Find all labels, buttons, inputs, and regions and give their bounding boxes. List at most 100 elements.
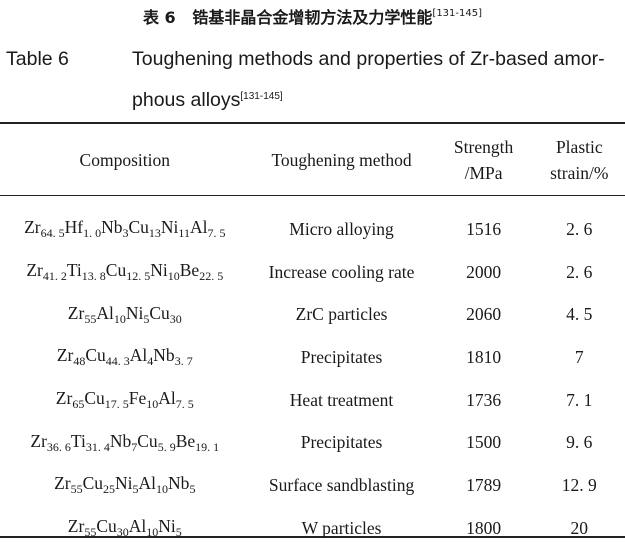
cell-composition: Zr55Cu25Ni5Al10Nb5	[0, 464, 250, 507]
element-symbol: Cu	[85, 345, 106, 366]
element-fraction: 30	[169, 311, 182, 326]
element-symbol: Zr	[26, 260, 43, 281]
element-fraction: 11	[178, 226, 190, 241]
caption-title-en-line1: Toughening methods and properties of Zr-…	[132, 48, 605, 70]
element-fraction: 44. 3	[105, 354, 130, 369]
element-fraction: 13. 8	[81, 269, 106, 284]
cell-method: Increase cooling rate	[268, 261, 415, 282]
element-symbol: Al	[158, 388, 176, 409]
cell-composition: Zr48Cu44. 3Al4Nb3. 7	[0, 336, 250, 379]
header-strain-line1: Plastic	[555, 137, 603, 157]
element-symbol: Hf	[64, 217, 84, 238]
table-row: Zr41. 2Ti13. 8Cu12. 5Ni10Be22. 5 Increase…	[0, 251, 625, 294]
table-row: Zr36. 6Ti31. 4Nb7Cu5. 9Be19. 1 Precipitat…	[0, 421, 625, 464]
cell-composition: Zr36. 6Ti31. 4Nb7Cu5. 9Be19. 1	[0, 421, 250, 464]
element-fraction: 5	[189, 482, 196, 497]
element-fraction: 3. 7	[174, 354, 193, 369]
header-method: Toughening method	[271, 150, 412, 170]
element-symbol: Zr	[54, 473, 71, 494]
element-symbol: Nb	[109, 430, 132, 451]
element-symbol: Zr	[55, 388, 73, 409]
cell-strength: 1500	[466, 432, 502, 453]
element-symbol: Ti	[66, 260, 82, 281]
cell-composition: Zr64. 5Hf1. 0Nb3Cu13Ni11Al7. 5	[0, 208, 250, 251]
element-fraction: 5. 9	[157, 439, 176, 454]
cell-composition: Zr65Cu17. 5Fe10Al7. 5	[0, 379, 250, 422]
element-symbol: Cu	[137, 430, 158, 451]
cell-strain: 7. 1	[566, 389, 593, 410]
cell-strain: 4. 5	[566, 304, 593, 325]
element-symbol: Zr	[30, 430, 47, 451]
cell-method: Precipitates	[300, 346, 383, 367]
element-fraction: 4	[147, 354, 154, 369]
element-symbol: Zr	[56, 345, 74, 366]
cell-strain: 12. 9	[561, 474, 597, 495]
cell-strength: 2000	[466, 261, 502, 282]
table-row: Zr55Cu25Ni5Al10Nb5 Surface sandblasting 17…	[0, 464, 625, 507]
cell-method: ZrC particles	[295, 304, 388, 325]
properties-table: Composition Toughening method Strength/M…	[0, 124, 625, 550]
element-fraction: 10	[113, 311, 126, 326]
cell-composition: Zr41. 2Ti13. 8Cu12. 5Ni10Be22. 5	[0, 251, 250, 294]
table-caption-chinese: 表 6 锆基非晶合金增韧方法及力学性能[131-145]	[0, 4, 625, 28]
caption-ref-en: [131-145]	[240, 91, 283, 102]
element-fraction: 7. 5	[175, 397, 194, 412]
top-rule	[0, 122, 625, 124]
element-fraction: 36. 6	[46, 439, 71, 454]
caption-label-en: Table 6	[6, 48, 69, 70]
cell-strength: 1810	[466, 346, 502, 367]
element-fraction: 64. 5	[40, 226, 65, 241]
element-symbol: Ni	[158, 516, 176, 537]
cell-strain: 7	[574, 346, 584, 367]
element-symbol: Al	[96, 302, 114, 323]
cell-method: Precipitates	[300, 432, 383, 453]
cell-strength: 1516	[466, 218, 502, 239]
header-row: Composition Toughening method Strength/M…	[0, 124, 625, 196]
cell-method: W particles	[301, 517, 382, 538]
element-fraction: 7. 5	[207, 226, 226, 241]
element-symbol: Cu	[149, 302, 170, 323]
cell-strength: 1736	[466, 389, 502, 410]
cell-strain: 2. 6	[566, 218, 593, 239]
element-symbol: Nb	[168, 473, 190, 494]
element-fraction: 5	[143, 311, 150, 326]
cell-strength: 1800	[466, 517, 502, 538]
element-symbol: Al	[189, 217, 208, 238]
element-symbol: Be	[179, 260, 200, 281]
table-row: Zr65Cu17. 5Fe10Al7. 5 Heat treatment 1736 7…	[0, 379, 625, 422]
element-fraction: 7	[131, 439, 138, 454]
element-symbol: Ni	[115, 473, 133, 494]
element-fraction: 31. 4	[85, 439, 110, 454]
element-symbol: Ni	[150, 260, 168, 281]
element-fraction: 3	[122, 226, 129, 241]
cell-composition: Zr55Al10Ni5Cu30	[0, 293, 250, 336]
element-symbol: Cu	[84, 388, 105, 409]
cell-strength: 2060	[466, 304, 502, 325]
element-fraction: 48	[73, 354, 86, 369]
cell-strain: 9. 6	[566, 432, 593, 453]
element-fraction: 10	[156, 482, 169, 497]
header-strength-line1: Strength	[453, 137, 514, 157]
cell-method: Heat treatment	[289, 389, 394, 410]
caption-ref-cn: [131-145]	[432, 8, 483, 19]
element-symbol: Al	[128, 516, 147, 537]
element-fraction: 55	[84, 311, 97, 326]
table-caption-english: Table 6 Toughening methods and properties…	[6, 40, 618, 119]
element-fraction: 19. 1	[195, 439, 220, 454]
caption-label-cn: 表 6	[142, 8, 176, 27]
element-fraction: 25	[103, 482, 116, 497]
table-row: Zr55Al10Ni5Cu30 ZrC particles 2060 4. 5	[0, 293, 625, 336]
caption-title-en-line2: phous alloys	[132, 89, 241, 111]
element-symbol: Ti	[70, 430, 86, 451]
header-strain: Plastic strain/%	[534, 124, 625, 196]
element-fraction: 13	[148, 226, 161, 241]
element-fraction: 10	[167, 269, 180, 284]
element-symbol: Cu	[105, 260, 127, 281]
element-fraction: 30	[116, 525, 129, 540]
element-fraction: 12. 5	[126, 269, 151, 284]
element-fraction: 5	[132, 482, 139, 497]
element-symbol: Al	[138, 473, 157, 494]
cell-strain: 20	[570, 517, 589, 538]
table-row: Zr64. 5Hf1. 0Nb3Cu13Ni11Al7. 5 Micro allo…	[0, 208, 625, 251]
cell-method: Micro alloying	[289, 218, 394, 239]
